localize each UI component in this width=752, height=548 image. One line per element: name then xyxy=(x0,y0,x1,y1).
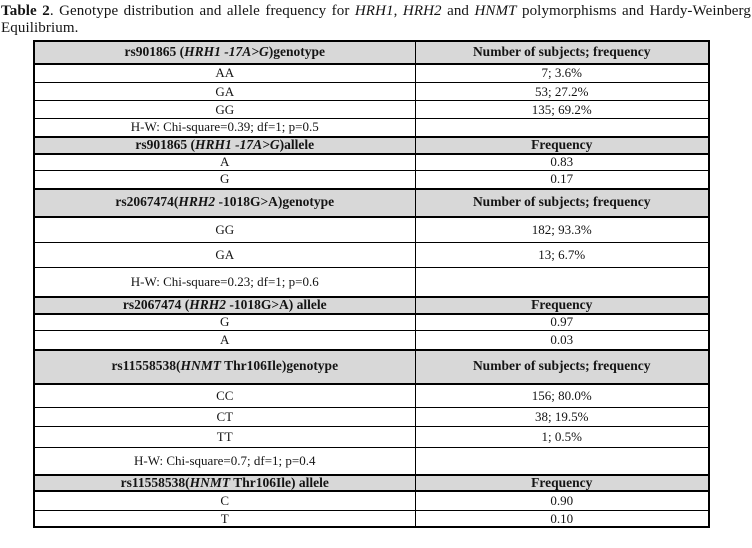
gene-name: HNMT xyxy=(189,474,231,490)
genotype-cell: GA xyxy=(33,242,416,269)
section-header-row: rs11558538(HNMT Thr106Ile)genotype Number… xyxy=(33,348,710,385)
caption-text: . Genotype distribution and allele frequ… xyxy=(49,3,355,19)
value-cell: 0.03 xyxy=(414,330,710,351)
genotype-cell: TT xyxy=(33,426,416,449)
gene-name: HNMT xyxy=(474,3,517,19)
marker-header-cell: rs2067474(HRH2 -1018G>A)genotype xyxy=(33,187,416,218)
caption-text: , xyxy=(393,3,403,19)
genotype-cell: A xyxy=(33,153,416,172)
value-cell: 0.10 xyxy=(414,509,710,528)
table-row: GG 182; 93.3% xyxy=(33,216,710,244)
marker-header-cell: rs901865 (HRH1 -17A>G)allele xyxy=(33,135,416,155)
table-row: G 0.17 xyxy=(33,170,710,190)
marker-suffix: -1018G>A) allele xyxy=(225,296,327,312)
section-header-row: rs901865 (HRH1 -17A>G)allele Frequency xyxy=(33,135,710,155)
genotype-cell: CT xyxy=(33,407,416,428)
genotype-cell: A xyxy=(33,330,416,351)
value-cell: 0.17 xyxy=(414,170,710,190)
section-header-row: rs11558538(HNMT Thr106Ile) allele Frequen… xyxy=(33,473,710,493)
marker-id: rs2067474( xyxy=(115,194,179,210)
value-cell: 0.97 xyxy=(414,313,710,332)
marker-suffix: Thr106Ile) allele xyxy=(230,474,329,490)
section-header-row: rs2067474(HRH2 -1018G>A)genotype Number o… xyxy=(33,187,710,218)
value-cell: 7; 3.6% xyxy=(414,63,710,84)
genotype-cell: CC xyxy=(33,383,416,409)
marker-suffix: Thr106Ile)genotype xyxy=(220,358,339,374)
table-caption: Table 2. Genotype distribution and allel… xyxy=(0,0,751,37)
value-cell: 1; 0.5% xyxy=(414,426,710,449)
genotype-cell: GG xyxy=(33,216,416,244)
table-row: GA 13; 6.7% xyxy=(33,242,710,269)
genotype-cell: AA xyxy=(33,63,416,84)
table-row: A 0.83 xyxy=(33,153,710,172)
hw-equilibrium-cell: H-W: Chi-square=0.39; df=1; p=0.5 xyxy=(33,118,416,138)
gene-name: HRH2 xyxy=(402,3,442,19)
gene-name: HNMT xyxy=(180,358,221,374)
table-row: G 0.97 xyxy=(33,313,710,332)
gene-name: HRH2 xyxy=(178,194,216,210)
genotype-cell: G xyxy=(33,170,416,190)
caption-text: and xyxy=(441,3,475,19)
column-header-cell: Frequency xyxy=(414,135,710,155)
marker-id: rs901865 ( xyxy=(135,136,196,152)
column-header-cell: Number of subjects; frequency xyxy=(414,39,710,65)
genotype-cell: T xyxy=(33,509,416,528)
marker-suffix: -1018G>A)genotype xyxy=(215,194,335,210)
empty-cell xyxy=(414,118,710,138)
genotype-cell: GG xyxy=(33,100,416,120)
marker-header-cell: rs11558538(HNMT Thr106Ile)genotype xyxy=(33,348,416,385)
table-row: C 0.90 xyxy=(33,490,710,511)
column-header-cell: Frequency xyxy=(414,473,710,493)
value-cell: 135; 69.2% xyxy=(414,100,710,120)
marker-id: rs11558538( xyxy=(120,474,190,490)
table-number-label: Table 2 xyxy=(1,3,50,19)
table-row: H-W: Chi-square=0.23; df=1; p=0.6 xyxy=(33,267,710,298)
empty-cell xyxy=(414,447,710,476)
table-row: H-W: Chi-square=0.7; df=1; p=0.4 xyxy=(33,447,710,476)
marker-header-cell: rs2067474 (HRH2 -1018G>A) allele xyxy=(33,295,416,315)
marker-suffix: )allele xyxy=(279,136,315,152)
document-page: Table 2. Genotype distribution and allel… xyxy=(0,0,751,529)
marker-header-cell: rs11558538(HNMT Thr106Ile) allele xyxy=(33,473,416,493)
table-row: GG 135; 69.2% xyxy=(33,100,710,120)
gene-name: HRH2 xyxy=(189,296,226,312)
marker-id: rs2067474 ( xyxy=(122,296,190,312)
column-header-cell: Number of subjects; frequency xyxy=(414,187,710,218)
column-header-cell: Number of subjects; frequency xyxy=(414,348,710,385)
marker-id: rs11558538( xyxy=(111,358,181,374)
table-row: GA 53; 27.2% xyxy=(33,82,710,102)
column-header-cell: Frequency xyxy=(414,295,710,315)
marker-suffix: )genotype xyxy=(268,43,325,59)
value-cell: 156; 80.0% xyxy=(414,383,710,409)
hw-equilibrium-cell: H-W: Chi-square=0.7; df=1; p=0.4 xyxy=(33,447,416,476)
table-row: TT 1; 0.5% xyxy=(33,426,710,449)
value-cell: 38; 19.5% xyxy=(414,407,710,428)
genotype-cell: GA xyxy=(33,82,416,102)
section-header-row: rs2067474 (HRH2 -1018G>A) allele Frequenc… xyxy=(33,295,710,315)
genotype-cell: G xyxy=(33,313,416,332)
table-row: H-W: Chi-square=0.39; df=1; p=0.5 xyxy=(33,118,710,138)
hw-equilibrium-cell: H-W: Chi-square=0.23; df=1; p=0.6 xyxy=(33,267,416,298)
value-cell: 0.83 xyxy=(414,153,710,172)
table-row: CC 156; 80.0% xyxy=(33,383,710,409)
value-cell: 182; 93.3% xyxy=(414,216,710,244)
table-row: T 0.10 xyxy=(33,509,710,528)
empty-cell xyxy=(414,267,710,298)
genotype-frequency-table: rs901865 (HRH1 -17A>G)genotype Number of … xyxy=(33,39,710,529)
marker-id: rs901865 ( xyxy=(124,43,185,59)
genotype-cell: C xyxy=(33,490,416,511)
section-header-row: rs901865 (HRH1 -17A>G)genotype Number of … xyxy=(33,39,710,65)
table-row: AA 7; 3.6% xyxy=(33,63,710,84)
value-cell: 53; 27.2% xyxy=(414,82,710,102)
gene-name: HRH1 xyxy=(354,3,394,19)
marker-header-cell: rs901865 (HRH1 -17A>G)genotype xyxy=(33,39,416,65)
table-row: CT 38; 19.5% xyxy=(33,407,710,428)
value-cell: 13; 6.7% xyxy=(414,242,710,269)
gene-name: HRH1 -17A>G xyxy=(184,43,269,59)
caption-text: polymorphisms and Hardy-Weinberg Equilib… xyxy=(1,3,751,36)
gene-name: HRH1 -17A>G xyxy=(195,136,280,152)
table-row: A 0.03 xyxy=(33,330,710,351)
value-cell: 0.90 xyxy=(414,490,710,511)
